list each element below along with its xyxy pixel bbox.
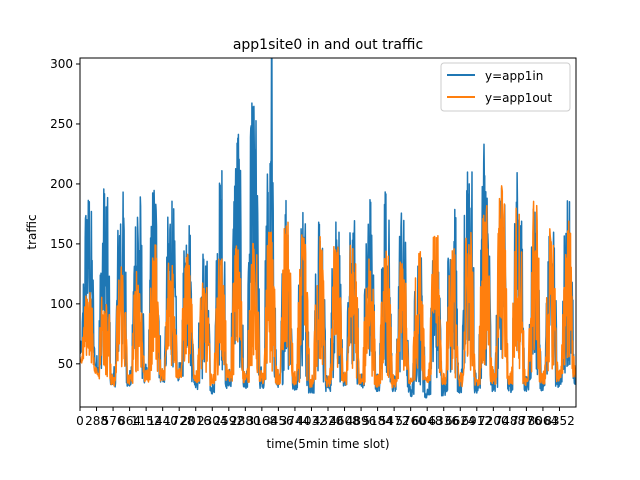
x-axis: 0 288576864115214401728201623042592288031… xyxy=(76,407,575,428)
x-tick-label: 2016 xyxy=(180,414,211,428)
x-tick-label: 5184 xyxy=(362,414,393,428)
x-tick-label: 2304 xyxy=(197,414,228,428)
legend-label-app1in: y=app1in xyxy=(485,69,543,83)
x-tick-label: 7488 xyxy=(495,414,526,428)
x-tick-label: 8064 xyxy=(528,414,559,428)
x-tick-label: 2592 xyxy=(214,414,245,428)
x-tick-label: 288 xyxy=(85,414,108,428)
y-tick-label: 150 xyxy=(50,237,73,251)
x-tick-label: 3456 xyxy=(263,414,294,428)
y-axis-label: traffic xyxy=(25,214,39,249)
x-tick-label: 0 xyxy=(76,414,84,428)
y-tick-label: 300 xyxy=(50,57,73,71)
x-tick-label: 864 xyxy=(118,414,141,428)
x-tick-label: 576 xyxy=(102,414,125,428)
x-axis-label: time(5min time slot) xyxy=(266,437,389,451)
y-tick-label: 100 xyxy=(50,297,73,311)
x-tick-label: 6912 xyxy=(462,414,493,428)
chart-title: app1site0 in and out traffic xyxy=(233,37,423,53)
legend: y=app1in y=app1out xyxy=(440,62,571,112)
y-tick-label: 50 xyxy=(58,357,73,371)
x-tick-label: 8352 xyxy=(544,414,575,428)
legend-label-app1out: y=app1out xyxy=(485,91,552,105)
x-tick-label: 1440 xyxy=(147,414,178,428)
x-tick-label: 6336 xyxy=(428,414,459,428)
x-tick-label: 6048 xyxy=(412,414,443,428)
x-tick-label: 5472 xyxy=(379,414,410,428)
x-tick-label: 1152 xyxy=(131,414,162,428)
x-tick-label: 3744 xyxy=(280,414,311,428)
x-tick-label: 2880 xyxy=(230,414,261,428)
x-tick-label: 3168 xyxy=(247,414,278,428)
x-tick-label: 7200 xyxy=(478,414,509,428)
x-tick-label: 1728 xyxy=(164,414,195,428)
x-tick-label: 4896 xyxy=(346,414,377,428)
y-tick-label: 250 xyxy=(50,117,73,131)
x-tick-label: 5760 xyxy=(395,414,426,428)
x-tick-label: 4032 xyxy=(296,414,327,428)
y-axis: 50 100 150 200 250 300 xyxy=(50,57,80,371)
x-tick-label: 4608 xyxy=(329,414,360,428)
x-tick-label: 7776 xyxy=(511,414,542,428)
y-tick-label: 200 xyxy=(50,177,73,191)
series-line-y-app1out xyxy=(80,185,576,389)
x-tick-label: 6624 xyxy=(445,414,476,428)
x-tick-label: 4320 xyxy=(313,414,344,428)
